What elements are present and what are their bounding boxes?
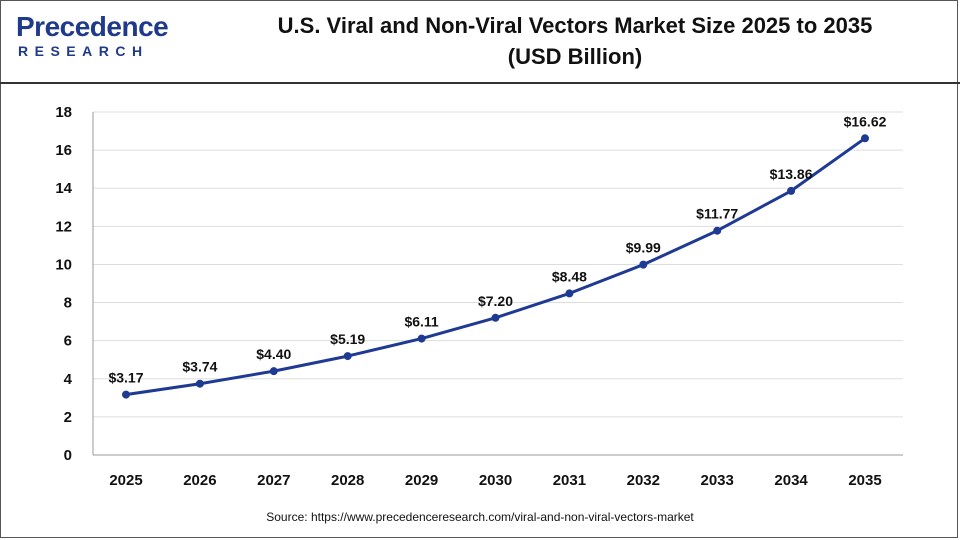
data-point [861, 134, 869, 143]
y-tick-label: 16 [55, 142, 72, 159]
x-tick-label: 2032 [627, 472, 660, 489]
brand-logo: Precedence RESEARCH [16, 11, 169, 68]
y-tick-label: 10 [55, 256, 72, 273]
data-point [639, 260, 648, 269]
x-tick-label: 2029 [405, 472, 438, 489]
data-label: $7.20 [478, 293, 513, 309]
header: Precedence RESEARCH U.S. Viral and Non-V… [0, 0, 960, 84]
chart-title-line2: (USD Billion) [507, 44, 643, 69]
line-chart: 0 2 4 6 8 10 12 14 16 18 2025 2026 2027 2028 2029 2030 2… [55, 104, 903, 489]
data-point [269, 367, 278, 376]
data-point [787, 186, 796, 195]
data-label: $6.11 [404, 314, 438, 330]
data-label: $16.62 [844, 113, 887, 129]
x-tick-label: 2025 [109, 472, 142, 489]
chart-title: U.S. Viral and Non-Viral Vectors Market … [190, 10, 960, 72]
data-label: $4.40 [256, 346, 291, 362]
y-tick-label: 14 [55, 180, 72, 197]
series-line [125, 137, 866, 397]
x-tick-label: 2031 [553, 472, 586, 489]
data-label: $11.77 [696, 206, 738, 222]
source-note: Source: https://www.precedenceresearch.c… [266, 510, 694, 524]
x-tick-label: 2026 [183, 472, 216, 489]
x-tick-label: 2028 [331, 472, 364, 489]
data-label: $5.19 [330, 331, 365, 347]
brand-subtitle: RESEARCH [18, 43, 149, 59]
chart-title-line1: U.S. Viral and Non-Viral Vectors Market … [277, 13, 873, 38]
data-label: $8.48 [552, 268, 587, 284]
data-label: $3.17 [108, 370, 143, 386]
y-tick-label: 8 [64, 295, 72, 312]
y-tick-label: 12 [55, 218, 72, 235]
data-point [491, 313, 500, 322]
data-label: $13.86 [770, 166, 813, 182]
x-tick-label: 2027 [257, 472, 290, 489]
x-tick-label: 2030 [479, 472, 512, 489]
y-tick-label: 18 [55, 104, 72, 121]
data-label: $9.99 [626, 240, 661, 256]
x-tick-label: 2033 [701, 472, 734, 489]
data-point [565, 289, 574, 298]
data-point [417, 334, 426, 343]
x-tick-label: 2034 [774, 472, 808, 489]
data-point [343, 352, 352, 361]
y-tick-label: 4 [64, 371, 73, 388]
brand-name: Precedence [16, 11, 169, 42]
data-point [122, 390, 130, 399]
y-tick-label: 6 [64, 333, 72, 350]
y-tick-label: 0 [64, 447, 72, 464]
x-tick-label: 2035 [848, 472, 881, 489]
data-point [195, 379, 204, 388]
data-point [713, 226, 722, 235]
y-tick-label: 2 [64, 409, 72, 426]
data-label: $3.74 [182, 359, 217, 375]
